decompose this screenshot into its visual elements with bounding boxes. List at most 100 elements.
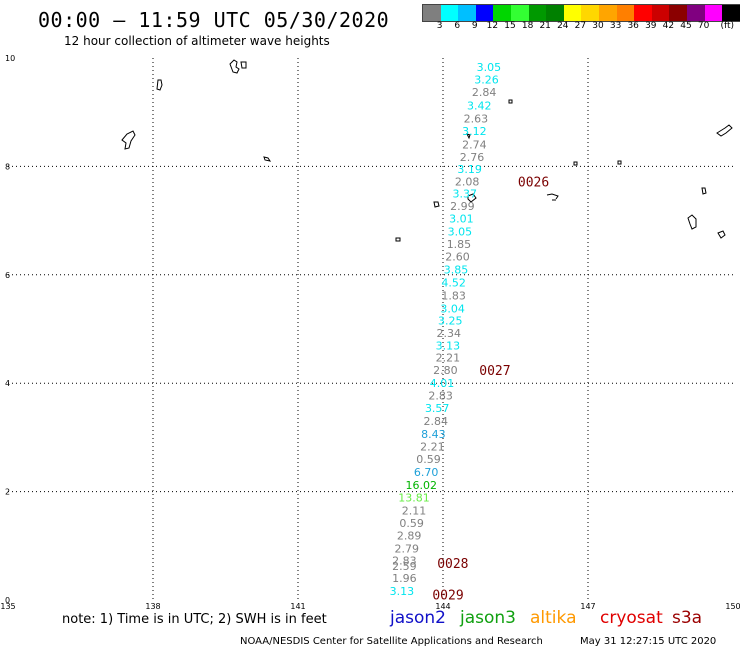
lat-tick-label: 0	[5, 596, 10, 605]
colorbar-label: 30	[592, 21, 604, 31]
island-outline	[229, 59, 247, 74]
satellite-legend-item: cryosat	[600, 608, 663, 628]
wave-height-value: 2.60	[445, 250, 470, 263]
wave-height-value: 3.26	[474, 74, 499, 87]
satellite-legend-item: s3a	[672, 608, 703, 628]
colorbar-swatch	[546, 5, 564, 21]
wave-height-value: 2.99	[450, 200, 475, 213]
colorbar-swatch	[634, 5, 652, 21]
wave-height-value: 0.59	[399, 517, 424, 530]
wave-height-value: 2.84	[424, 415, 449, 428]
orbit-time-label: 0028	[437, 557, 468, 572]
island-outline	[573, 160, 622, 166]
island-outlines	[121, 59, 733, 242]
lat-tick-label: 6	[5, 271, 10, 280]
wave-height-value: 4.52	[441, 276, 466, 289]
colorbar-swatch	[510, 5, 529, 21]
colorbar-swatch	[440, 5, 459, 21]
wave-height-value: 2.34	[437, 327, 462, 340]
wave-height-value: 2.89	[397, 530, 422, 543]
wave-height-value: 3.25	[438, 314, 463, 327]
colorbar-label: 70	[697, 21, 710, 31]
colorbar-label: 21	[539, 21, 551, 31]
colorbar-label: 3	[436, 21, 443, 31]
colorbar-label: 24	[557, 21, 569, 31]
wave-height-value: 3.04	[440, 302, 465, 315]
island-outline	[466, 133, 471, 140]
lon-tick-label: 141	[290, 602, 305, 610]
colorbar-swatch	[493, 5, 511, 21]
colorbar-label: 33	[609, 21, 622, 31]
lon-tick-label: 135	[0, 602, 15, 610]
colorbar-swatch	[686, 5, 705, 21]
wave-height-value: 1.83	[441, 289, 466, 302]
satellite-legend-item: jason3	[460, 608, 516, 628]
footer-note: note: 1) Time is in UTC; 2) SWH is in fe…	[62, 612, 327, 627]
wave-height-value: 3.19	[457, 163, 482, 176]
satellite-legend-item: altika	[530, 608, 577, 628]
colorbar-label: 45	[680, 21, 692, 31]
page-title: 00:00 – 11:59 UTC 05/30/2020	[38, 8, 390, 32]
wave-height-value: 3.01	[449, 212, 474, 225]
colorbar-labels: (ft) 3 6 9 12 15 18 21 24 27 30 33 36 39 42 45 70	[422, 21, 734, 33]
colorbar-legend	[422, 4, 740, 22]
colorbar-swatch	[458, 5, 476, 21]
island-outline	[508, 99, 513, 104]
colorbar-swatch	[704, 5, 723, 21]
colorbar-label: 42	[662, 21, 675, 31]
wave-height-value: 3.42	[467, 100, 492, 113]
lat-tick-label: 2	[5, 488, 10, 497]
island-outline	[467, 193, 477, 203]
wave-height-value: 1.85	[447, 238, 472, 251]
wave-height-value: 3.13	[436, 339, 461, 352]
wave-height-value: 3.12	[462, 125, 487, 138]
wave-height-value: 2.63	[464, 113, 489, 126]
colorbar-swatch	[423, 5, 441, 21]
wave-height-value: 2.76	[460, 151, 485, 164]
footer-timestamp: May 31 12:27:15 UTC 2020	[580, 636, 717, 647]
colorbar-swatch	[581, 5, 599, 21]
orbit-time-labels: 0026 0027 0028 0029	[432, 176, 549, 604]
wave-height-value: 0.59	[416, 453, 441, 466]
wave-height-value: 8.43	[421, 428, 446, 441]
lon-tick-label: 147	[580, 602, 595, 610]
page-subtitle: 12 hour collection of altimeter wave hei…	[64, 34, 330, 48]
colorbar-swatch	[722, 5, 740, 21]
colorbar-label: 39	[645, 21, 657, 31]
wave-height-value: 3.05	[448, 225, 473, 238]
colorbar-label: 36	[627, 21, 639, 31]
wave-height-value: 2.11	[402, 505, 427, 518]
island-outline	[546, 193, 559, 201]
wave-height-value: 2.08	[455, 176, 480, 189]
island-outline	[687, 214, 726, 239]
colorbar-label: 18	[521, 21, 534, 31]
wave-height-value: 2.83	[428, 390, 453, 403]
colorbar-label: 27	[574, 21, 587, 31]
wave-height-value: 2.80	[433, 364, 458, 377]
island-outline	[433, 201, 440, 208]
colorbar-swatch	[651, 5, 670, 21]
colorbar-swatch	[528, 5, 547, 21]
island-outline	[395, 237, 401, 242]
wave-height-value: 2.79	[395, 543, 420, 556]
wave-height-value: 3.05	[477, 61, 502, 74]
wave-height-value: 3.13	[390, 585, 415, 598]
colorbar-label: 9	[471, 21, 478, 31]
lat-tick-label: 8	[5, 162, 10, 171]
lat-tick-label: 10	[5, 54, 15, 63]
wave-height-value: 16.02	[406, 479, 438, 492]
orbit-time-label: 0027	[479, 364, 510, 379]
wave-height-value: 2.74	[462, 139, 487, 152]
wave-height-value: 3.57	[425, 402, 450, 415]
lon-tick-label: 150	[725, 602, 740, 610]
wave-height-value: 3.37	[453, 188, 478, 201]
footer-credit: NOAA/NESDIS Center for Satellite Applica…	[240, 636, 543, 647]
colorbar-label: 6	[454, 21, 461, 31]
orbit-time-label: 0026	[518, 176, 549, 191]
wave-height-value: 2.21	[420, 441, 445, 454]
colorbar-label: 15	[504, 21, 516, 31]
colorbar-swatch	[669, 5, 687, 21]
lon-tick-label: 138	[145, 602, 160, 610]
island-outline	[156, 79, 163, 91]
